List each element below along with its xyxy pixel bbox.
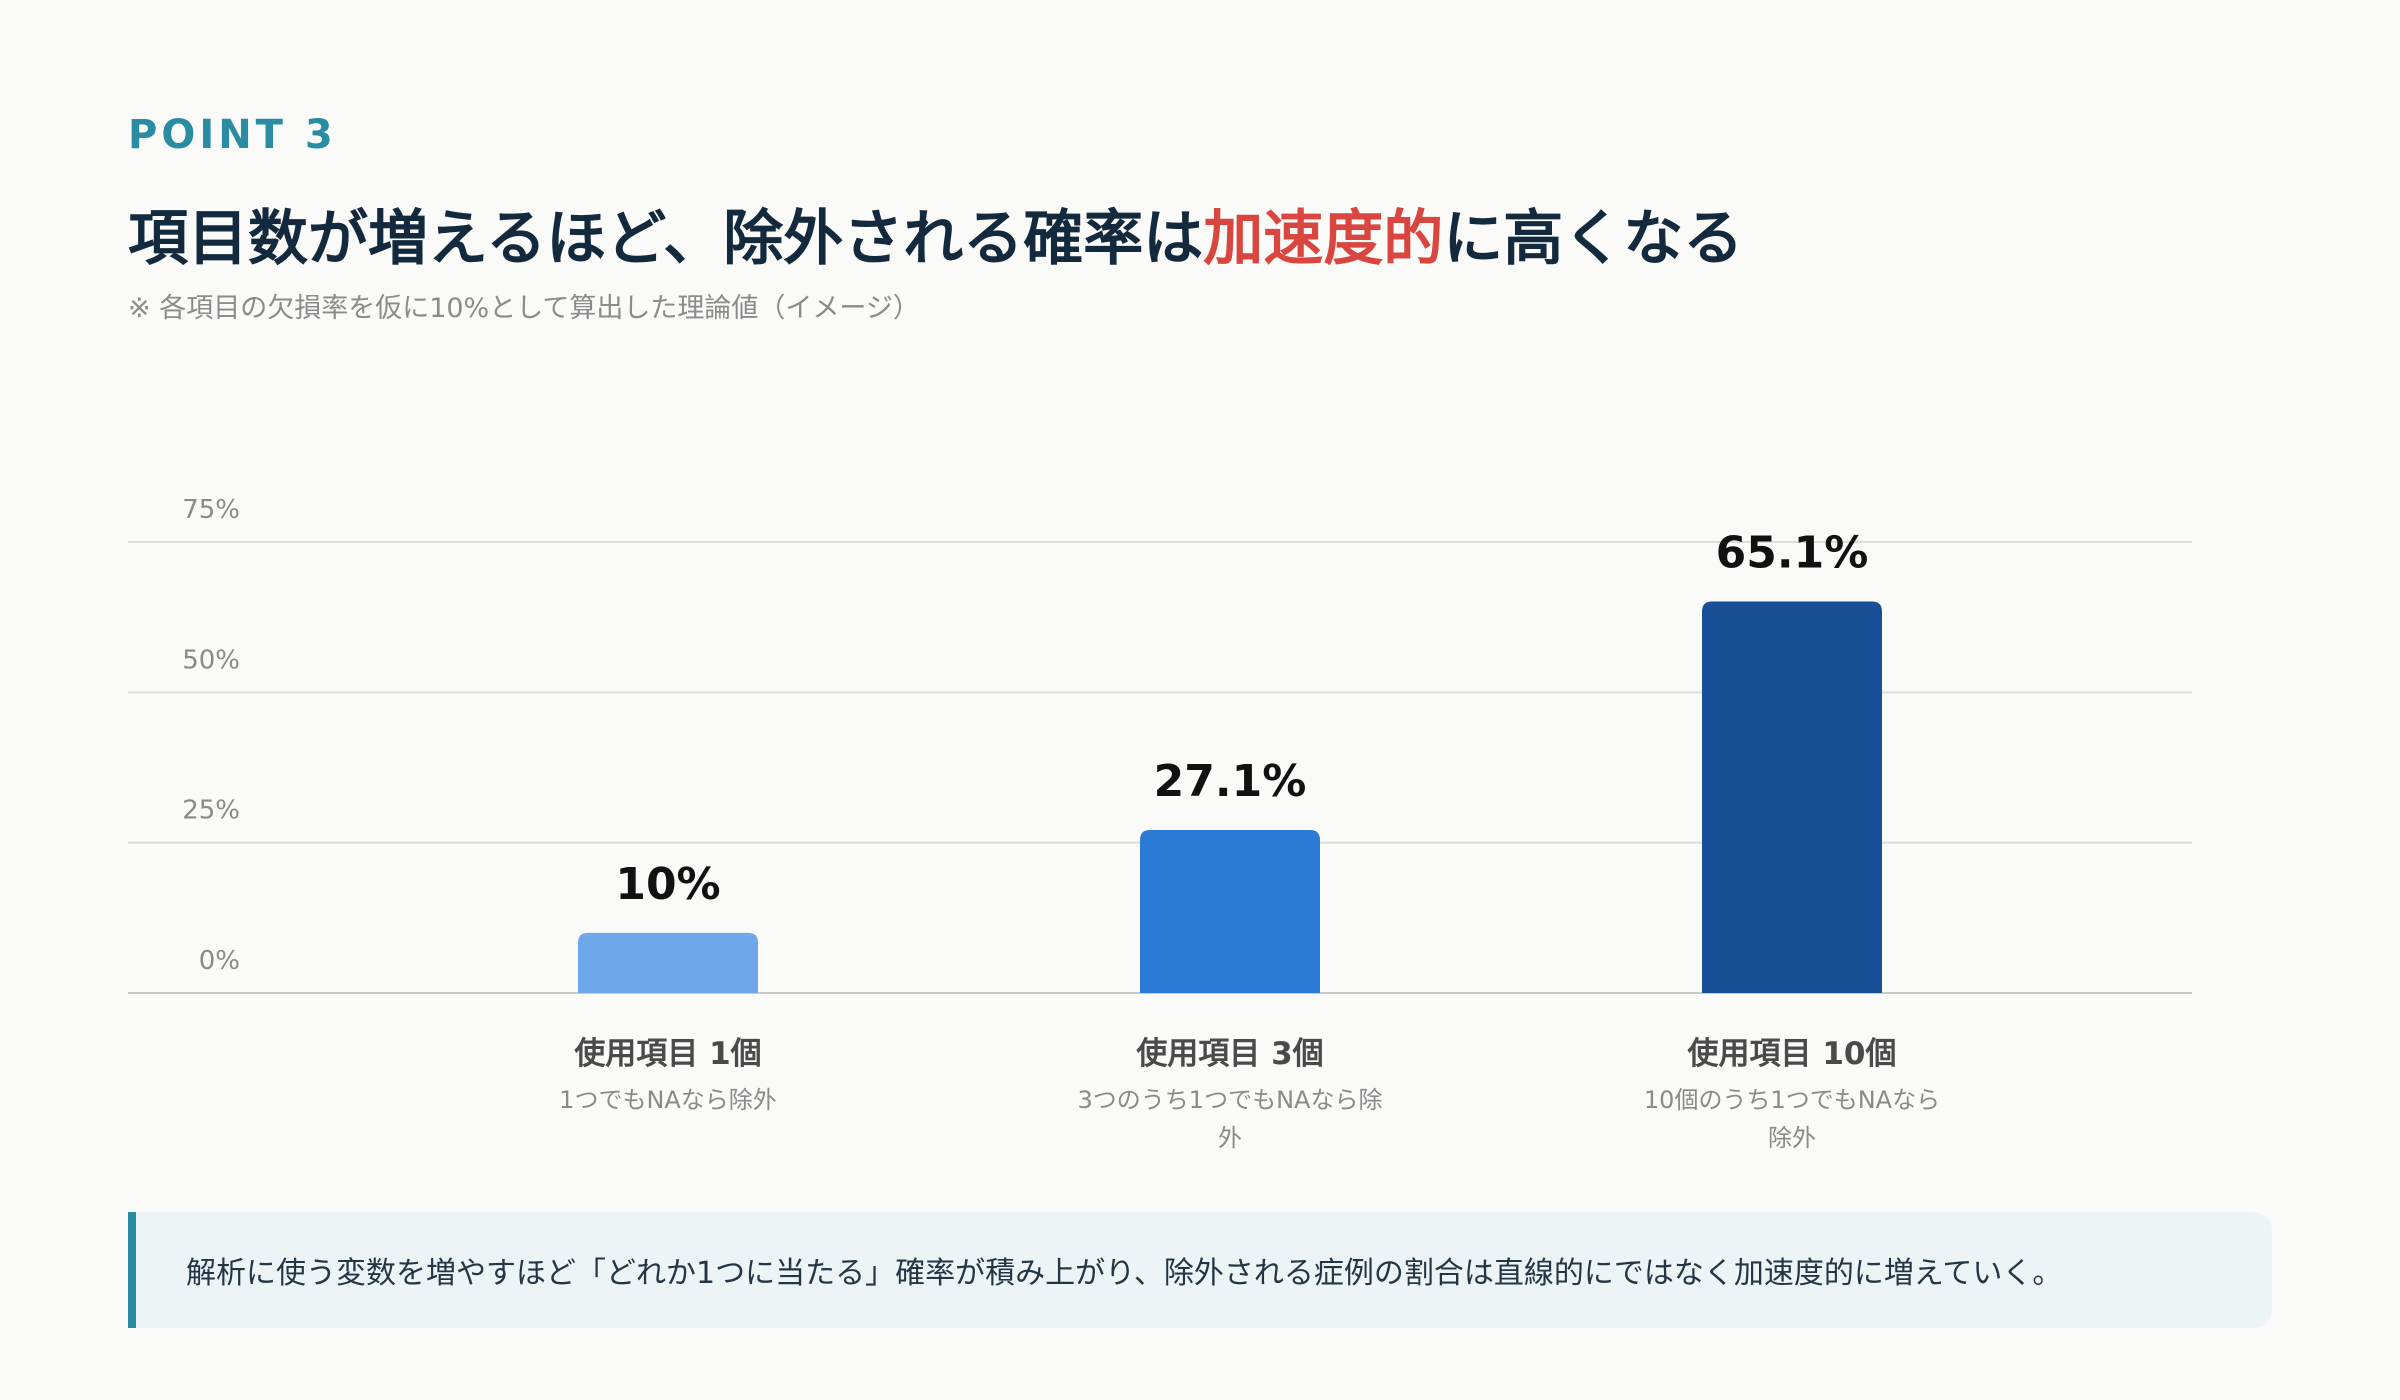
x-subcategory-label: 1つでもNAなら除外 <box>559 1086 777 1114</box>
page-title: 項目数が増えるほど、除外される確率は加速度的に高くなる <box>128 190 1743 277</box>
x-subcategory-label: 10個のうち1つでもNAなら除外 <box>1644 1086 1940 1152</box>
x-category-label: 使用項目 3個 <box>1135 1036 1323 1072</box>
chart-note: ※ 各項目の欠損率を仮に10%として算出した理論値（イメージ） <box>128 293 920 324</box>
bar-value-label: 65.1% <box>1716 528 1869 579</box>
bar-value-label: 27.1% <box>1154 756 1307 807</box>
y-tick-label: 25% <box>182 796 240 826</box>
y-tick-label: 0% <box>199 946 240 976</box>
y-tick-label: 50% <box>182 645 240 675</box>
bar-chart: 0% 25% 50% 75% 10% 使用項目 1個 1つでもNAなら除外 27.1% 使用項目… <box>128 495 2192 1152</box>
summary-callout: 解析に使う変数を増やすほど「どれか1つに当たる」確率が積み上がり、除外される症例… <box>128 1212 2272 1328</box>
point-label: POINT 3 <box>128 112 337 158</box>
bar <box>1140 830 1320 993</box>
y-tick-label: 75% <box>182 495 240 525</box>
x-subcategory-label: 3つのうち1つでもNAなら除外 <box>1078 1086 1383 1152</box>
callout-text: 解析に使う変数を増やすほど「どれか1つに当たる」確率が積み上がり、除外される症例… <box>186 1256 2063 1291</box>
title-part-1: 項目数が増えるほど、除外される確率は <box>128 204 1204 274</box>
bar <box>1702 601 1882 993</box>
title-part-2: に高くなる <box>1443 204 1744 274</box>
bar <box>578 932 758 993</box>
x-category-label: 使用項目 10個 <box>1687 1036 1897 1072</box>
bar-value-label: 10% <box>615 859 720 910</box>
x-category-label: 使用項目 1個 <box>573 1036 761 1072</box>
title-accent: 加速度的 <box>1203 204 1444 274</box>
